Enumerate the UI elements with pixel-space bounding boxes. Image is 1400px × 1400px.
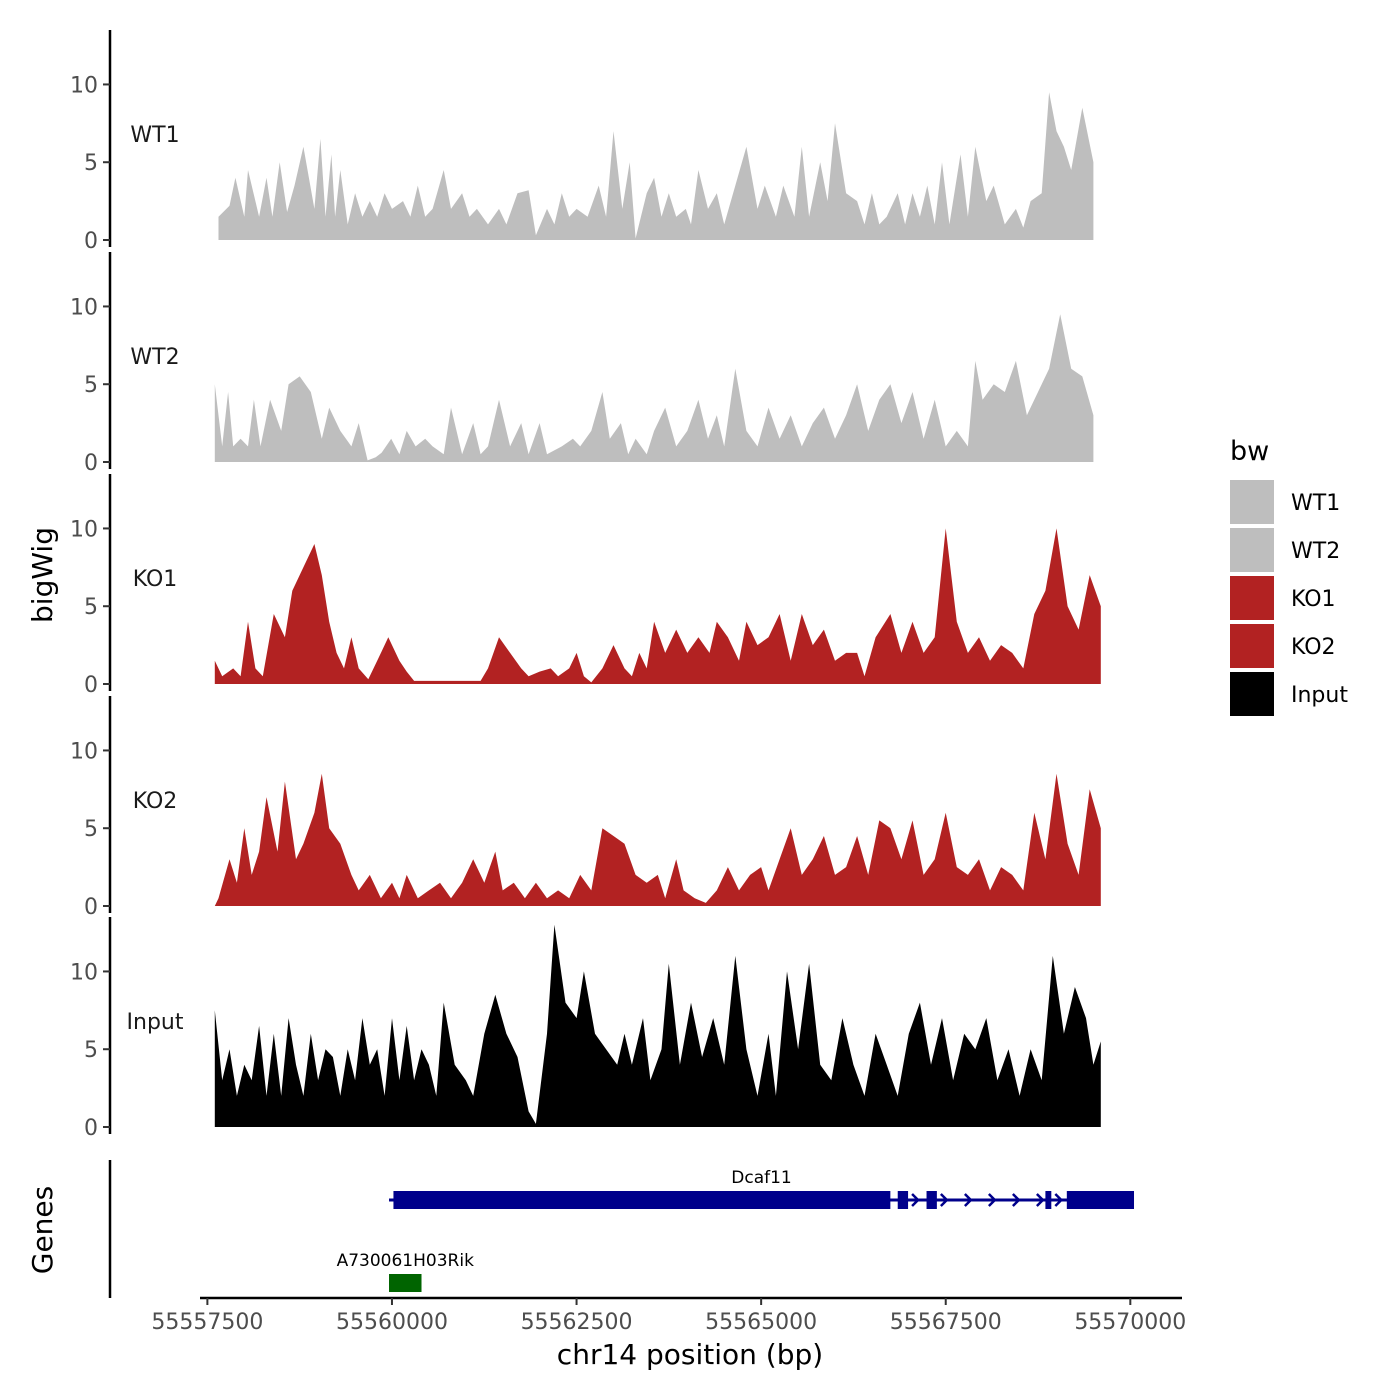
- y-tick-label: 0: [84, 895, 98, 920]
- strand-arrow: [963, 1193, 973, 1207]
- legend-swatch-ko1: [1230, 576, 1274, 620]
- panel-wt2: 0 5 10 WT2: [70, 252, 1094, 476]
- legend-swatch-input: [1230, 672, 1274, 716]
- x-tick-label: 55562500: [521, 1310, 633, 1335]
- y-tick-label: 5: [84, 595, 98, 620]
- gene-exon: [1066, 1191, 1135, 1209]
- gene-label: Dcaf11: [731, 1168, 791, 1188]
- y-tick-label: 0: [84, 673, 98, 698]
- panel-ko1: 0 5 10 KO1: [70, 474, 1101, 698]
- y-tick-label: 5: [84, 373, 98, 398]
- area-input: [214, 924, 1101, 1127]
- legend-title: bw: [1230, 436, 1269, 467]
- legend-swatch-wt2: [1230, 528, 1274, 572]
- x-tick-label: 55567500: [890, 1310, 1002, 1335]
- area-ko1: [214, 528, 1101, 684]
- bigwig-panels: 0 5 10 WT1 0 5 10 WT2 0 5 10 KO1 0 5 10 KO2 0 5 10 Input: [70, 30, 1101, 1141]
- track-label-wt2: WT2: [130, 345, 179, 370]
- y-tick-label: 10: [70, 739, 98, 764]
- panel-wt1: 0 5 10 WT1: [70, 30, 1094, 254]
- panel-input: 0 5 10 Input: [70, 917, 1101, 1141]
- y-tick-label: 10: [70, 73, 98, 98]
- gene-label: A730061H03Rik: [337, 1251, 474, 1271]
- genes-panel: Dcaf11 A730061H03Rik: [108, 1160, 1135, 1298]
- strand-arrow: [1035, 1193, 1045, 1207]
- strand-arrow: [987, 1193, 997, 1207]
- legend-swatch-wt1: [1230, 480, 1274, 524]
- gene-exon: [389, 1274, 422, 1292]
- track-label-ko1: KO1: [133, 567, 178, 592]
- legend-swatch-ko2: [1230, 624, 1274, 668]
- y-tick-label: 10: [70, 960, 98, 985]
- y-tick-label: 10: [70, 517, 98, 542]
- gene-exon: [926, 1191, 937, 1209]
- y-tick-label: 0: [84, 229, 98, 254]
- gene-dcaf11: Dcaf11: [389, 1168, 1135, 1209]
- legend-label-ko1: KO1: [1291, 587, 1336, 612]
- panel-ko2: 0 5 10 KO2: [70, 696, 1101, 920]
- x-tick-label: 55557500: [151, 1310, 263, 1335]
- area-ko2: [214, 773, 1101, 906]
- legend-label-ko2: KO2: [1291, 635, 1336, 660]
- track-label-input: Input: [127, 1010, 184, 1035]
- gene-exon: [1045, 1191, 1052, 1209]
- genes-track-title: Genes: [26, 1186, 59, 1274]
- x-tick-label: 55570000: [1074, 1310, 1186, 1335]
- gene-exon: [897, 1191, 909, 1209]
- area-wt1: [218, 92, 1094, 240]
- legend-label-wt2: WT2: [1291, 539, 1340, 564]
- legend-label-wt1: WT1: [1291, 491, 1340, 516]
- legend: bw WT1 WT2 KO1 KO2 Input: [1230, 436, 1348, 716]
- y-tick-label: 10: [70, 295, 98, 320]
- x-axis-title: chr14 position (bp): [557, 1338, 823, 1371]
- x-tick-label: 55565000: [705, 1310, 817, 1335]
- x-tick-label: 55560000: [336, 1310, 448, 1335]
- y-tick-label: 0: [84, 1116, 98, 1141]
- y-tick-label: 0: [84, 451, 98, 476]
- y-tick-label: 5: [84, 151, 98, 176]
- track-label-ko2: KO2: [133, 789, 178, 814]
- strand-arrow: [1054, 1193, 1064, 1207]
- y-axis-title: bigWig: [26, 527, 59, 623]
- gene-exon: [393, 1191, 891, 1209]
- area-wt2: [214, 314, 1094, 462]
- strand-arrow: [911, 1193, 920, 1207]
- gene-a730061h03rik: A730061H03Rik: [337, 1251, 474, 1292]
- x-axis: 55557500 55560000 55562500 55565000 55567500…: [151, 1296, 1186, 1335]
- strand-arrow: [1011, 1193, 1021, 1207]
- y-tick-label: 5: [84, 817, 98, 842]
- strand-arrow: [939, 1193, 949, 1207]
- legend-label-input: Input: [1291, 683, 1348, 708]
- y-tick-label: 5: [84, 1038, 98, 1063]
- track-label-wt1: WT1: [130, 123, 179, 148]
